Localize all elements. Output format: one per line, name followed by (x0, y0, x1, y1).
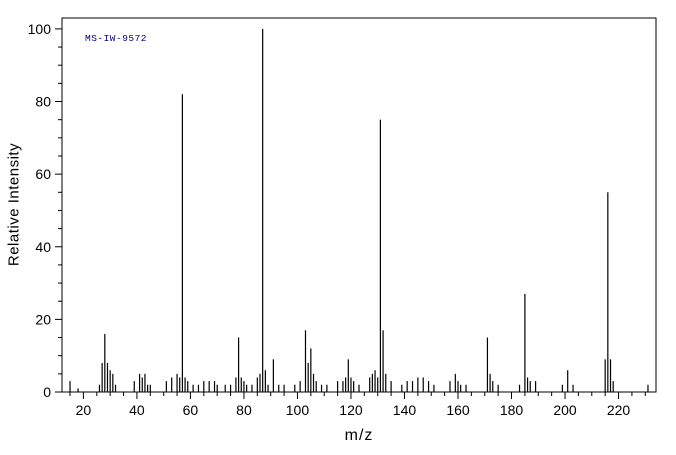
x-tick-label: 40 (129, 402, 145, 418)
y-tick-label: 20 (35, 311, 51, 327)
x-tick-label: 180 (500, 402, 524, 418)
x-tick-label: 160 (446, 402, 470, 418)
y-tick-label: 0 (43, 384, 51, 400)
x-tick-label: 60 (183, 402, 199, 418)
y-tick-label: 100 (28, 21, 52, 37)
y-axis-label: Relative Intensity (5, 142, 23, 267)
x-tick-label: 120 (339, 402, 363, 418)
plot-frame (61, 17, 657, 393)
y-tick-label: 60 (35, 166, 51, 182)
spectrum-id-label: MS-IW-9572 (85, 33, 148, 44)
x-tick-label: 140 (393, 402, 417, 418)
x-tick-label: 220 (607, 402, 631, 418)
x-tick-label: 80 (236, 402, 252, 418)
y-tick-label: 80 (35, 94, 51, 110)
x-axis-label: m/z (344, 427, 374, 444)
x-tick-label: 20 (76, 402, 92, 418)
y-tick-label: 40 (35, 239, 51, 255)
x-tick-label: 100 (286, 402, 310, 418)
x-tick-label: 200 (553, 402, 577, 418)
